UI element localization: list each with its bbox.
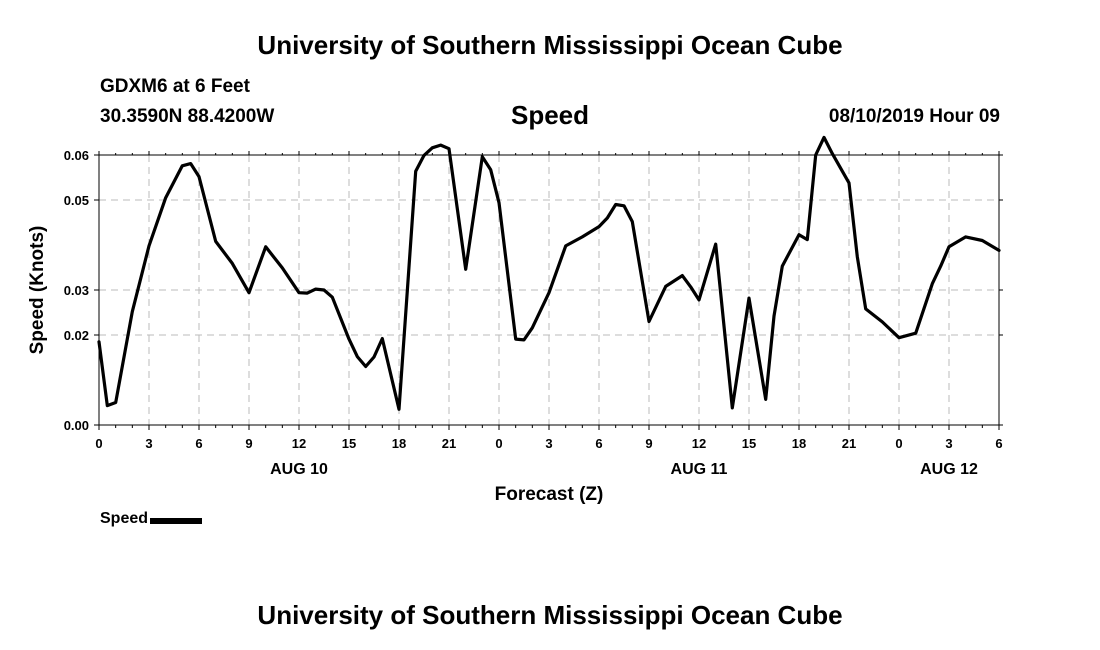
tick-labels: 0 3 6 9 12 15 18 21 0 3 6 9 12 15 18 21 0 3 6 AUG 10 AUG 11 A… [64,148,1003,478]
x-axis-label: Forecast (Z) [495,484,604,505]
x-tick-label: 3 [545,436,552,451]
x-tick-label: 12 [692,436,706,451]
x-tick-label: 6 [595,436,602,451]
station-label: GDXM6 at 6 Feet [100,76,250,97]
x-tick-label: 3 [145,436,152,451]
station-coordinates: 30.3590N 88.4200W [100,106,275,127]
axes [94,151,1003,430]
y-axis-label: Speed (Knots) [27,226,48,355]
y-tick-label: 0.05 [64,193,89,208]
x-tick-label: 21 [842,436,856,451]
x-tick-label: 0 [95,436,102,451]
x-tick-label: 18 [792,436,806,451]
x-tick-label: 6 [195,436,202,451]
x-tick-label: 18 [392,436,406,451]
footer-title: University of Southern Mississippi Ocean… [257,600,843,630]
series-lines [97,135,1001,411]
legend-swatch [150,517,203,524]
x-tick-label: 9 [245,436,252,451]
x-tick-label: 15 [742,436,756,451]
x-tick-label: 21 [442,436,456,451]
run-timestamp: 08/10/2019 Hour 09 [828,106,1000,127]
y-tick-label: 0.02 [64,328,89,343]
y-tick-label: 0.06 [64,148,89,163]
x-tick-label: 6 [995,436,1002,451]
chart-title: Speed [510,100,590,130]
header-title: University of Southern Mississippi Ocean… [257,30,843,60]
x-tick-label: 0 [895,436,902,451]
legend: Speed [100,510,203,528]
series-line-speed [97,135,1001,411]
date-label: AUG 11 [671,461,728,478]
x-tick-label: 3 [945,436,952,451]
x-tick-label: 0 [495,436,502,451]
date-label: AUG 10 [270,461,328,478]
date-label: AUG 12 [920,461,978,478]
x-tick-label: 9 [645,436,652,451]
x-tick-label: 15 [342,436,356,451]
x-tick-label: 12 [292,436,306,451]
legend-label: Speed [100,510,149,527]
y-tick-label: 0.03 [64,283,89,298]
y-tick-label: 0.00 [64,418,89,433]
